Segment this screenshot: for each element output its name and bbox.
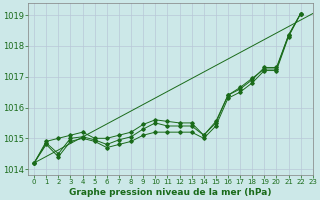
X-axis label: Graphe pression niveau de la mer (hPa): Graphe pression niveau de la mer (hPa) [69,188,272,197]
